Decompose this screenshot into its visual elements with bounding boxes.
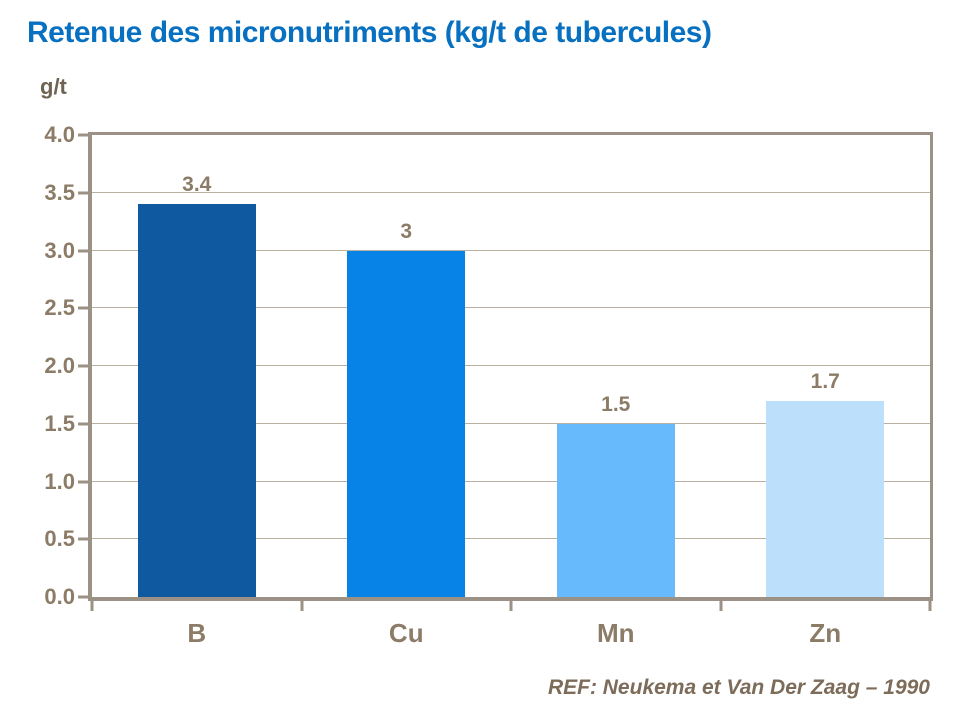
y-tick-0.5 xyxy=(78,537,88,541)
plot-inner: 0.0 0.5 1.0 1.5 2.0 2.5 3.0 3.5 4.0 3.4 B 3 Cu 1.5 Mn 1… xyxy=(44,124,932,648)
y-tick-label-2.0: 2.0 xyxy=(44,353,75,378)
y-tick-2.0 xyxy=(78,364,88,368)
y-tick-1.5 xyxy=(78,422,88,426)
y-tick-label-1.0: 1.0 xyxy=(44,468,75,494)
gridline-3.5 xyxy=(92,191,930,193)
y-axis-unit-label: g/t xyxy=(40,74,67,99)
reference-text: REF: Neukema et Van Der Zaag – 1990 xyxy=(547,676,930,699)
y-tick-3.0 xyxy=(78,249,88,252)
gridline-3 xyxy=(92,249,930,251)
bar-Cu xyxy=(347,250,466,597)
category-label-Zn: Zn xyxy=(809,618,842,648)
y-tick-1.0 xyxy=(78,480,88,483)
value-label-Zn: 1.7 xyxy=(810,369,840,393)
bar-Mn xyxy=(556,423,675,597)
x-tick-3 xyxy=(719,601,722,611)
bar-B xyxy=(137,204,256,597)
y-tick-0.0 xyxy=(78,595,88,599)
y-tick-2.5 xyxy=(78,306,88,310)
y-tick-label-0.0: 0.0 xyxy=(44,584,75,609)
y-tick-4.0 xyxy=(78,133,88,137)
gridline-2.5 xyxy=(92,307,930,309)
value-label-Cu: 3 xyxy=(400,219,413,243)
gridline-1 xyxy=(92,480,930,482)
x-tick-0 xyxy=(90,601,94,611)
gridline-2 xyxy=(92,365,930,366)
y-tick-label-3.5: 3.5 xyxy=(44,179,75,205)
gridline-1.5 xyxy=(92,422,930,424)
y-tick-label-0.5: 0.5 xyxy=(44,526,75,552)
x-tick-4 xyxy=(928,601,932,611)
y-tick-3.5 xyxy=(78,191,88,195)
x-tick-1 xyxy=(300,601,303,611)
value-label-B: 3.4 xyxy=(182,173,212,197)
plot-area: 0.0 0.5 1.0 1.5 2.0 2.5 3.0 3.5 4.0 3.4 B 3 Cu 1.5 Mn 1… xyxy=(44,124,933,648)
y-tick-label-1.5: 1.5 xyxy=(44,410,75,436)
x-tick-2 xyxy=(509,601,513,611)
gridline-0.5 xyxy=(92,538,930,540)
y-tick-label-4.0: 4.0 xyxy=(44,122,75,147)
chart-title: Retenue des micronutriments (kg/t de tub… xyxy=(27,16,712,49)
category-label-Mn: Mn xyxy=(596,618,635,648)
y-tick-label-2.5: 2.5 xyxy=(44,295,75,321)
y-tick-label-3.0: 3.0 xyxy=(44,237,75,263)
category-label-Cu: Cu xyxy=(388,618,424,648)
value-label-Mn: 1.5 xyxy=(601,392,631,416)
bar-Zn xyxy=(766,400,885,597)
category-label-B: B xyxy=(187,618,207,648)
